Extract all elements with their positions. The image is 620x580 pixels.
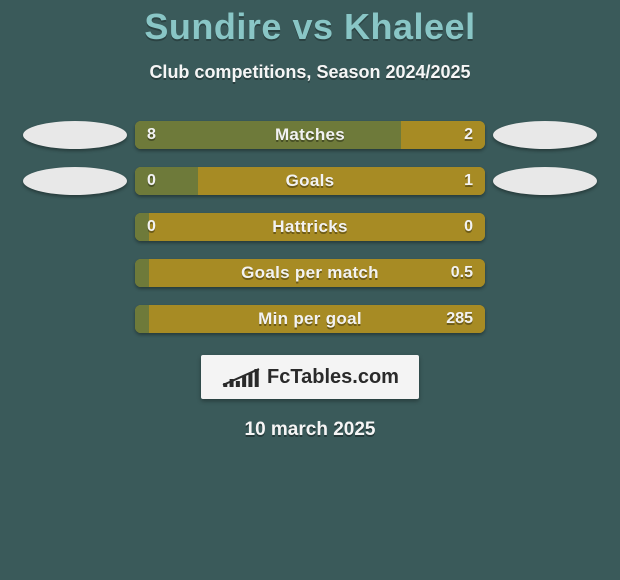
site-badge[interactable]: FcTables.com bbox=[201, 355, 419, 399]
site-badge-text: FcTables.com bbox=[267, 366, 399, 389]
stat-bar: Goals0 1 bbox=[135, 167, 485, 195]
stat-value-left: 0 bbox=[147, 213, 156, 241]
stat-label: Hattricks bbox=[135, 213, 485, 241]
avatar-slot-left bbox=[15, 213, 135, 241]
stat-label: Min per goal bbox=[135, 305, 485, 333]
stat-row: Goals0 1 bbox=[0, 167, 620, 195]
avatar-slot-left bbox=[15, 259, 135, 287]
stat-row: Hattricks0 0 bbox=[0, 213, 620, 241]
page-root: Sundire vs Khaleel Club competitions, Se… bbox=[0, 0, 620, 580]
stat-bar: Min per goal285 bbox=[135, 305, 485, 333]
stat-bar: Hattricks0 0 bbox=[135, 213, 485, 241]
stat-value-right: 2 bbox=[464, 121, 473, 149]
stat-row: Matches8 2 bbox=[0, 121, 620, 149]
stat-value-right: 0 bbox=[464, 213, 473, 241]
avatar-slot-right bbox=[485, 213, 605, 241]
avatar-slot-right bbox=[485, 305, 605, 333]
title-right: Khaleel bbox=[344, 6, 476, 47]
stat-label: Goals per match bbox=[135, 259, 485, 287]
stat-value-right: 0.5 bbox=[451, 259, 473, 287]
stat-row: Min per goal285 bbox=[0, 305, 620, 333]
subtitle: Club competitions, Season 2024/2025 bbox=[0, 62, 620, 83]
avatar-slot-left bbox=[15, 305, 135, 333]
footer-date: 10 march 2025 bbox=[0, 419, 620, 441]
stat-value-left: 0 bbox=[147, 167, 156, 195]
player-avatar-right bbox=[493, 167, 597, 195]
stat-label: Goals bbox=[135, 167, 485, 195]
stat-bar: Goals per match0.5 bbox=[135, 259, 485, 287]
stat-label: Matches bbox=[135, 121, 485, 149]
site-badge-content: FcTables.com bbox=[221, 365, 399, 389]
stat-bar: Matches8 2 bbox=[135, 121, 485, 149]
stat-value-left: 8 bbox=[147, 121, 156, 149]
avatar-slot-left bbox=[15, 167, 135, 195]
avatar-slot-right bbox=[485, 167, 605, 195]
stat-value-right: 285 bbox=[446, 305, 473, 333]
avatar-slot-left bbox=[15, 121, 135, 149]
stat-value-right: 1 bbox=[464, 167, 473, 195]
player-avatar-left bbox=[23, 121, 127, 149]
avatar-slot-right bbox=[485, 259, 605, 287]
page-title: Sundire vs Khaleel bbox=[0, 0, 620, 48]
stat-row: Goals per match0.5 bbox=[0, 259, 620, 287]
title-left: Sundire bbox=[144, 6, 282, 47]
title-vs: vs bbox=[292, 6, 333, 47]
bar-chart-icon bbox=[221, 365, 261, 389]
player-avatar-left bbox=[23, 167, 127, 195]
avatar-slot-right bbox=[485, 121, 605, 149]
player-avatar-right bbox=[493, 121, 597, 149]
stats-container: Matches82Goals01Hattricks00Goals per mat… bbox=[0, 121, 620, 333]
